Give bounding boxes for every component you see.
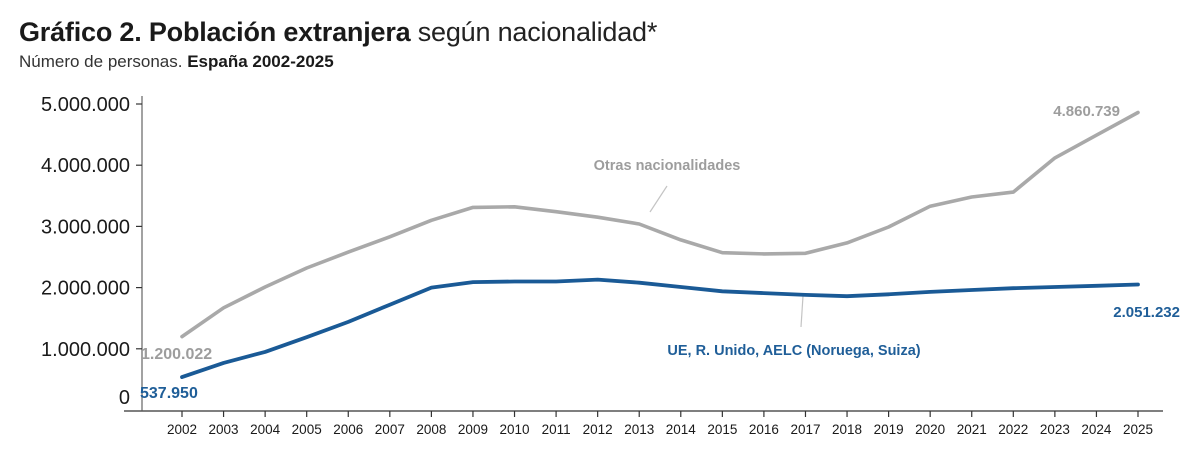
chart-subtitle: Número de personas. España 2002-2025 <box>19 52 334 72</box>
x-tick-label: 2007 <box>375 422 405 437</box>
x-tick-label: 2024 <box>1081 422 1112 437</box>
x-tick-label: 2010 <box>499 422 529 437</box>
x-tick-label: 2005 <box>292 422 322 437</box>
start-value-label-otras: 1.200.022 <box>141 346 212 363</box>
y-tick-label: 5.000.000 <box>41 94 130 116</box>
y-tick-label: 4.000.000 <box>41 155 130 177</box>
x-tick-label: 2016 <box>749 422 779 437</box>
chart-title: Gráfico 2. Población extranjera según na… <box>19 16 657 48</box>
callout-line-ue <box>800 295 804 328</box>
x-tick-label: 2003 <box>209 422 239 437</box>
y-tick-label: 1.000.000 <box>41 339 130 361</box>
y-tick-label: 3.000.000 <box>41 216 130 238</box>
y-axis-ticks: 0 1.000.000 2.000.000 3.000.000 4.000.000 5.0… <box>41 94 142 409</box>
x-tick-label: 2015 <box>707 422 737 437</box>
x-tick-label: 2018 <box>832 422 862 437</box>
x-tick-label: 2011 <box>542 422 571 437</box>
chart-subtitle-light: Número de personas. <box>19 52 188 71</box>
x-tick-label: 2017 <box>790 422 820 437</box>
x-tick-label: 2019 <box>874 422 904 437</box>
x-tick-label: 2008 <box>416 422 446 437</box>
x-tick-label: 2009 <box>458 422 488 437</box>
x-tick-label: 2020 <box>915 422 945 437</box>
x-tick-label: 2013 <box>624 422 654 437</box>
series-lines <box>180 110 1140 379</box>
x-tick-label: 2023 <box>1040 422 1070 437</box>
end-value-label-ue: 2.051.232 <box>1113 304 1180 321</box>
chart-title-light: según nacionalidad* <box>410 17 658 47</box>
chart-title-bold: Gráfico 2. Población extranjera <box>19 17 411 47</box>
x-tick-label: 2012 <box>583 422 613 437</box>
start-value-label-ue: 537.950 <box>140 385 198 402</box>
x-tick-label: 2004 <box>250 422 281 437</box>
data-labels: 1.200.022 4.860.739 537.950 2.051.232 Otras … <box>140 103 1180 402</box>
series-label-otras-nacionalidades: Otras nacionalidades <box>594 158 741 174</box>
x-tick-label: 2006 <box>333 422 363 437</box>
end-value-label-otras: 4.860.739 <box>1053 103 1120 120</box>
y-tick-label: 0 <box>119 387 130 409</box>
axes <box>124 96 1163 412</box>
x-axis-ticks: 2002 2003 2004 2005 2006 2007 2008 2009 2010 2011… <box>167 411 1153 437</box>
x-tick-label: 2022 <box>998 422 1028 437</box>
callout-line-otras <box>649 185 668 213</box>
x-tick-label: 2002 <box>167 422 197 437</box>
series-label-ue-runido-aelc: UE, R. Unido, AELC (Noruega, Suiza) <box>667 343 920 359</box>
y-tick-label: 2.000.000 <box>41 278 130 300</box>
chart-subtitle-bold: España 2002-2025 <box>187 52 334 71</box>
x-tick-label: 2025 <box>1123 422 1153 437</box>
x-tick-label: 2014 <box>666 422 697 437</box>
series-line-ue-runido-aelc <box>180 277 1140 379</box>
x-tick-label: 2021 <box>957 422 987 437</box>
series-line-otras-nacionalidades <box>180 110 1140 339</box>
annotation-callouts <box>649 185 804 328</box>
